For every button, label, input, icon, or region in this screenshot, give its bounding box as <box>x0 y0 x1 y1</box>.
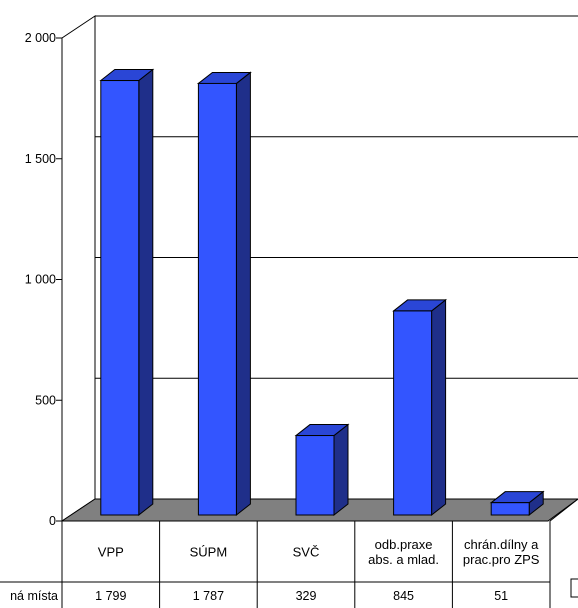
x-tick-label: odb.praxe abs. a mlad. <box>368 537 439 567</box>
gridlines <box>95 15 578 379</box>
x-tick-label: SVČ <box>293 545 320 560</box>
y-tick-label: 0 <box>49 514 56 528</box>
x-tick-label: SÚPM <box>190 545 228 560</box>
series-row-label: ná místa <box>10 589 58 603</box>
bar <box>196 71 252 517</box>
side-wall <box>61 15 96 522</box>
y-tick-label: 2 000 <box>25 31 56 45</box>
y-tick-label: 500 <box>35 393 56 407</box>
data-label: 1 787 <box>193 589 224 603</box>
bar <box>294 423 350 517</box>
legend-key <box>570 578 578 598</box>
data-label: 51 <box>494 589 508 603</box>
x-tick-label: VPP <box>98 545 124 560</box>
data-label: 329 <box>296 589 317 603</box>
data-label: 1 799 <box>95 589 126 603</box>
bars <box>99 68 545 517</box>
y-tick-label: 1 000 <box>25 273 56 287</box>
bar <box>489 490 545 517</box>
data-table: VPP SÚPM SVČ odb.praxe abs. a mlad. chrán.díl… <box>0 498 578 608</box>
y-axis: 0 500 1 000 1 500 2 000 <box>25 31 62 528</box>
chart-walls <box>61 15 96 522</box>
data-label: 845 <box>393 589 414 603</box>
bar <box>99 68 155 517</box>
bar <box>392 298 448 517</box>
x-tick-label: chrán.dílny a prac.pro ZPS <box>463 537 540 567</box>
y-tick-label: 1 500 <box>25 152 56 166</box>
